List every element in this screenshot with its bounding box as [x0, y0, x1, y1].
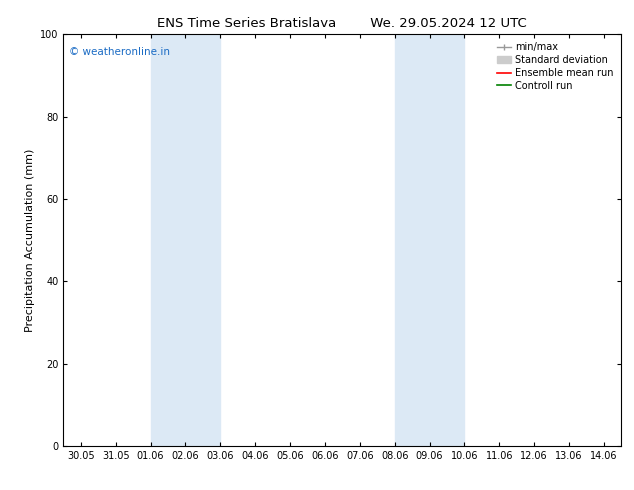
Legend: min/max, Standard deviation, Ensemble mean run, Controll run: min/max, Standard deviation, Ensemble me… — [494, 39, 616, 94]
Text: © weatheronline.in: © weatheronline.in — [69, 47, 170, 57]
Title: ENS Time Series Bratislava        We. 29.05.2024 12 UTC: ENS Time Series Bratislava We. 29.05.202… — [157, 17, 527, 30]
Bar — [394, 34, 464, 446]
Bar — [150, 34, 221, 446]
Y-axis label: Precipitation Accumulation (mm): Precipitation Accumulation (mm) — [25, 148, 35, 332]
